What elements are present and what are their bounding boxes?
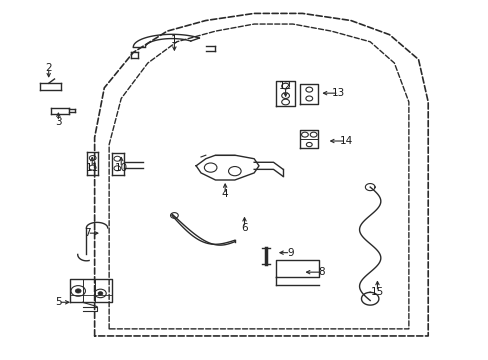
Text: 15: 15 — [370, 287, 383, 297]
Text: 10: 10 — [114, 163, 127, 172]
Circle shape — [98, 292, 102, 295]
Text: 6: 6 — [241, 223, 247, 233]
Text: 2: 2 — [45, 63, 52, 73]
Text: 7: 7 — [84, 228, 90, 238]
Text: 13: 13 — [331, 88, 345, 98]
Text: 1: 1 — [171, 35, 177, 45]
Text: 8: 8 — [318, 267, 325, 277]
Text: 12: 12 — [278, 81, 292, 91]
Text: 9: 9 — [286, 248, 293, 258]
Text: 14: 14 — [339, 136, 352, 146]
Text: 5: 5 — [55, 297, 61, 307]
Text: 4: 4 — [222, 189, 228, 199]
Text: 3: 3 — [55, 117, 61, 126]
Circle shape — [75, 289, 81, 293]
Text: 11: 11 — [85, 163, 99, 172]
